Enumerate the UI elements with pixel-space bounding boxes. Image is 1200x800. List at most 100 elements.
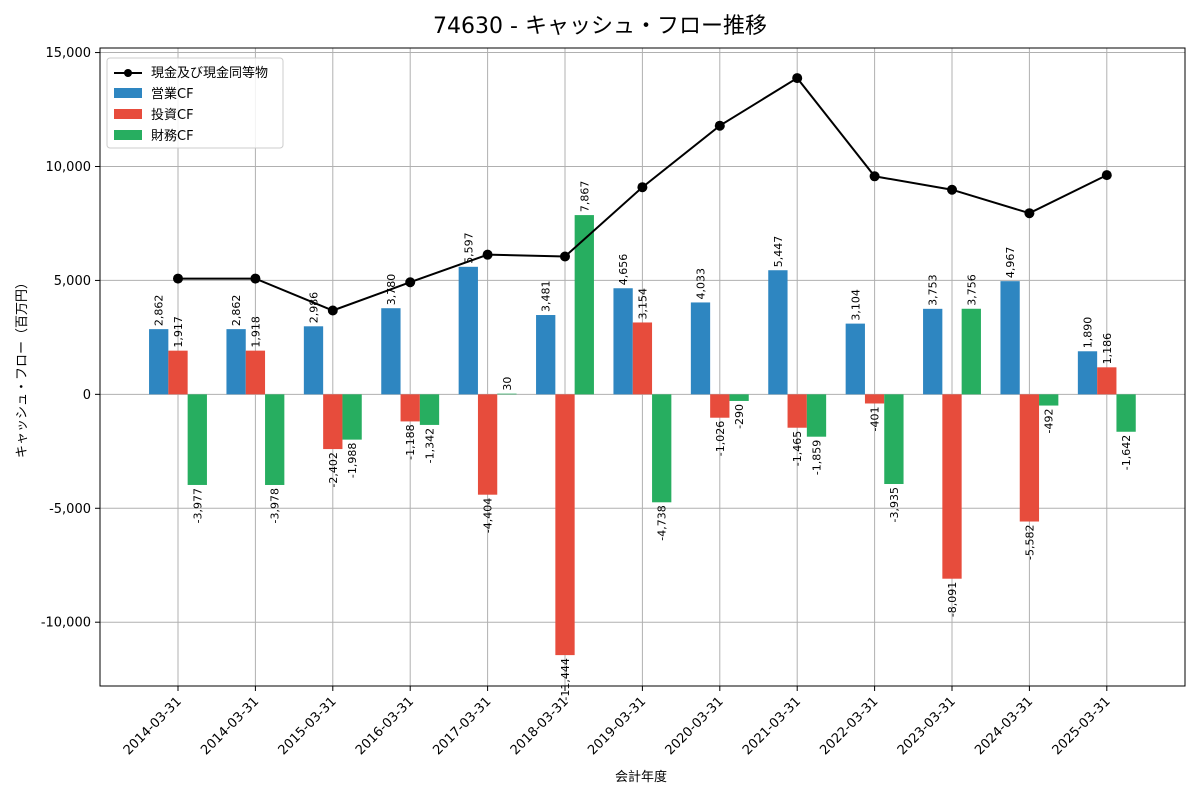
bar-investing-cf <box>323 394 343 450</box>
bar-investing-cf <box>787 394 807 428</box>
x-tick-label: 2017-03-31 <box>430 694 494 758</box>
data-label: -11,444 <box>559 658 572 700</box>
bar-operating-cf <box>768 270 788 395</box>
x-tick-label: 2025-03-31 <box>1050 694 1114 758</box>
x-axis-label: 会計年度 <box>615 769 667 785</box>
bar-operating-cf <box>845 323 865 395</box>
bar-financing-cf <box>806 394 827 437</box>
bar-investing-cf <box>1019 394 1040 522</box>
bar-operating-cf <box>1077 351 1098 395</box>
y-tick-label: 15,000 <box>46 46 92 61</box>
x-tick-label: 2022-03-31 <box>817 694 881 758</box>
x-tick-label: 2020-03-31 <box>663 694 727 758</box>
y-tick-label: 10,000 <box>46 160 92 175</box>
data-label: -3,935 <box>888 487 901 522</box>
legend: 現金及び現金同等物 営業CF 投資CF 財務CF <box>106 57 284 149</box>
data-label: -4,738 <box>656 505 669 540</box>
data-label: -1,859 <box>811 440 824 475</box>
x-tick-label: 2014-03-31 <box>121 694 185 758</box>
bar-operating-cf <box>458 266 478 395</box>
bar-operating-cf <box>226 329 246 395</box>
data-label: 4,033 <box>695 268 708 300</box>
bar-financing-cf <box>1039 394 1059 406</box>
bar-investing-cf <box>477 394 498 495</box>
bar-investing-cf <box>245 350 266 395</box>
bar-financing-cf <box>574 215 594 395</box>
data-label: 2,862 <box>153 295 166 327</box>
data-label: -1,465 <box>791 431 804 466</box>
bar-operating-cf <box>536 315 556 395</box>
data-label: 3,481 <box>540 281 553 313</box>
data-label: -401 <box>869 406 882 431</box>
data-label: 3,154 <box>636 288 649 320</box>
cash-equivalents-point <box>560 251 570 262</box>
data-label: 30 <box>501 377 514 391</box>
bar-investing-cf <box>555 394 575 656</box>
bar-financing-cf <box>342 394 362 440</box>
bar-operating-cf <box>303 326 324 395</box>
chart-title: 74630 - キャッシュ・フロー推移 <box>433 14 767 39</box>
bar-operating-cf <box>613 288 633 395</box>
x-axis-ticks: 2014-03-31 2014-03-31 2015-03-31 2016-03-31… <box>121 686 1114 758</box>
data-label: 4,656 <box>617 254 630 286</box>
data-labels: 2,862 2,862 2,986 3,780 5,597 3,481 4,656 4,033… <box>153 181 1133 701</box>
bar-investing-cf <box>632 322 653 395</box>
legend-swatch-operating <box>114 88 142 98</box>
bar-investing-cf <box>710 394 730 418</box>
y-tick-label: 0 <box>83 388 91 403</box>
data-label: -2,402 <box>327 452 340 487</box>
cash-equivalents-point <box>173 273 183 284</box>
legend-marker-swatch <box>124 69 132 77</box>
bars <box>149 215 1136 656</box>
cash-equivalents-point <box>637 182 648 193</box>
cash-line <box>173 73 1112 316</box>
bar-financing-cf <box>419 394 440 425</box>
cash-equivalents-point <box>714 120 725 131</box>
x-tick-label: 2018-03-31 <box>508 694 572 758</box>
data-label: 1,917 <box>172 316 185 348</box>
y-axis-ticks: -10,000 -5,000 0 5,000 10,000 15,000 <box>41 46 100 631</box>
cash-equivalents-point <box>327 305 338 316</box>
bar-financing-cf <box>497 393 517 395</box>
legend-item-financing: 財務CF <box>151 129 194 144</box>
data-label: 5,597 <box>462 232 475 264</box>
data-label: -3,978 <box>269 488 282 523</box>
bar-operating-cf <box>923 308 943 395</box>
cash-equivalents-point <box>250 273 261 284</box>
bar-financing-cf <box>961 308 981 395</box>
cash-equivalents-point <box>869 171 880 182</box>
data-label: -8,091 <box>946 582 959 617</box>
x-tick-label: 2019-03-31 <box>585 694 649 758</box>
bar-operating-cf <box>381 308 401 395</box>
cash-equivalents-point <box>1024 208 1035 219</box>
bar-operating-cf <box>1000 281 1020 395</box>
data-label: 2,986 <box>308 292 321 324</box>
bar-operating-cf <box>690 302 711 395</box>
y-tick-label: -5,000 <box>49 502 91 517</box>
legend-item-cash: 現金及び現金同等物 <box>151 65 268 81</box>
data-label: -1,026 <box>714 421 727 456</box>
cash-equivalents-point <box>792 73 803 84</box>
data-label: 1,918 <box>249 316 262 348</box>
bar-investing-cf <box>168 350 188 395</box>
data-label: 1,890 <box>1082 317 1095 349</box>
bar-investing-cf <box>864 394 885 404</box>
bar-investing-cf <box>400 394 420 422</box>
cash-equivalents-point <box>405 277 416 288</box>
data-label: -1,642 <box>1120 435 1133 470</box>
data-label: 5,447 <box>772 236 785 268</box>
data-label: -1,342 <box>424 428 437 463</box>
bar-investing-cf <box>1097 367 1117 395</box>
bar-financing-cf <box>729 394 749 401</box>
y-tick-label: -10,000 <box>41 616 91 631</box>
data-label: 3,780 <box>385 274 398 306</box>
x-tick-label: 2023-03-31 <box>895 694 959 758</box>
data-label: -3,977 <box>191 488 204 523</box>
x-tick-label: 2021-03-31 <box>740 694 804 758</box>
legend-item-operating: 営業CF <box>151 86 194 102</box>
bar-financing-cf <box>265 394 285 485</box>
bar-investing-cf <box>942 394 962 579</box>
data-label: -1,188 <box>404 424 417 459</box>
data-label: 2,862 <box>230 295 243 327</box>
data-label: 4,967 <box>1004 247 1017 279</box>
